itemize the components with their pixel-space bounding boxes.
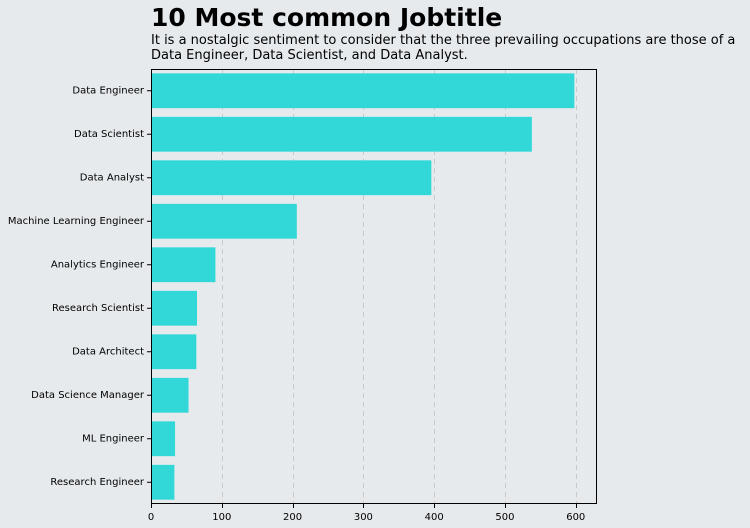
x-tick-label-200: 200 [283,512,302,523]
bar-1 [151,116,532,152]
bar-0 [151,73,575,109]
y-axis: Data Engineer Data Scientist Data Analyst M… [8,85,151,488]
y-tick-label-0: Data Engineer [72,85,144,96]
y-tick-label-3: Machine Learning Engineer [8,216,145,227]
y-tick-label-8: ML Engineer [82,433,145,444]
y-tick-label-6: Data Architect [72,346,144,357]
bar-8 [151,421,176,457]
chart-title: 10 Most common Jobtitle [151,3,503,32]
bar-4 [151,247,216,283]
y-tick-label-1: Data Scientist [74,129,144,140]
y-tick-label-7: Data Science Manager [31,390,145,401]
y-tick-label-4: Analytics Engineer [51,259,145,270]
bar-7 [151,377,189,413]
plot-frame [151,69,597,504]
x-tick-label-0: 0 [148,512,154,523]
bar-9 [151,464,175,500]
bar-5 [151,290,198,326]
x-axis: 0 100 200 300 400 500 600 [148,504,585,523]
x-tick-label-300: 300 [354,512,373,523]
y-tick-label-9: Research Engineer [50,477,144,488]
x-tick-label-100: 100 [212,512,231,523]
x-tick-label-600: 600 [566,512,585,523]
bars [151,73,575,500]
bar-2 [151,160,432,196]
chart-subtitle: It is a nostalgic sentiment to consider … [151,33,736,63]
x-tick-label-500: 500 [495,512,514,523]
bar-6 [151,334,197,370]
x-tick-label-400: 400 [425,512,444,523]
bar-3 [151,203,297,239]
y-tick-label-2: Data Analyst [80,172,144,183]
y-tick-label-5: Research Scientist [52,303,144,314]
